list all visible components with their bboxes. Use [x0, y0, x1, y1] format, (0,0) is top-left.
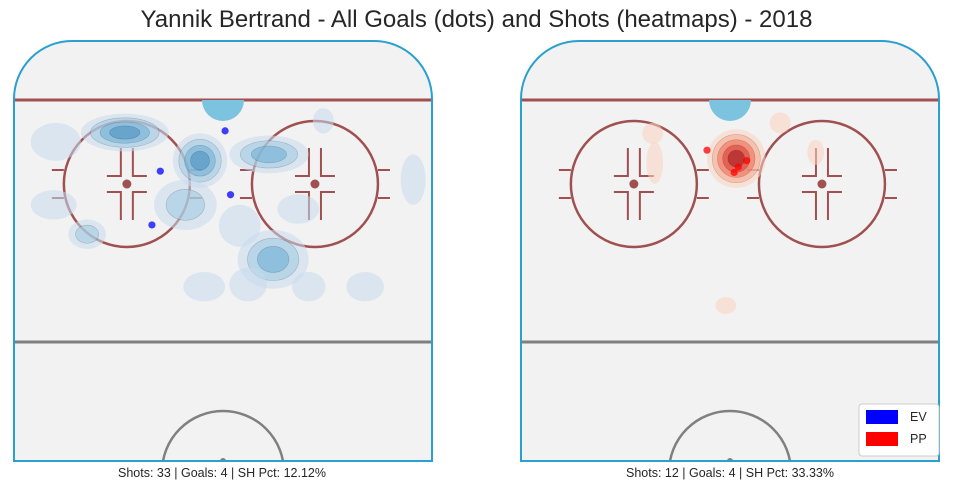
density-contour — [183, 272, 226, 302]
goal-crease — [709, 100, 751, 121]
goal-dot — [226, 191, 235, 199]
density-contour — [251, 145, 287, 164]
faceoff-dot — [817, 179, 827, 189]
goal-dot — [221, 127, 229, 135]
density-contour — [30, 190, 77, 220]
faceoff-dot — [310, 179, 320, 189]
faceoff-dot — [122, 179, 132, 189]
density-contour — [229, 267, 267, 302]
hash-mark — [319, 148, 335, 177]
rink-pp — [520, 40, 940, 462]
faceoff-dot — [629, 179, 639, 189]
goal-dot — [730, 168, 738, 177]
goal-crease — [202, 100, 244, 121]
goal-dot — [156, 167, 164, 175]
legend-label-pp: PP — [910, 432, 927, 446]
legend-swatch-ev — [866, 410, 898, 424]
legend-swatch-pp — [866, 432, 898, 446]
center-dot — [220, 458, 226, 461]
shot-heatmap-pp — [642, 112, 825, 314]
goal-dot — [734, 163, 742, 171]
center-circle — [160, 409, 286, 461]
hash-mark — [826, 191, 842, 220]
legend-label-ev: EV — [910, 410, 927, 424]
hash-mark — [106, 148, 122, 177]
legend: EV PP — [858, 403, 940, 457]
hash-mark — [826, 148, 842, 177]
hash-mark — [613, 191, 629, 220]
center-circle — [667, 409, 793, 461]
goal-dot — [743, 157, 751, 165]
hash-mark — [613, 148, 629, 177]
hash-mark — [294, 148, 310, 177]
caption-pp: Shots: 12 | Goals: 4 | SH Pct: 33.33% — [626, 466, 834, 480]
faceoff-circle — [569, 119, 699, 249]
density-contour — [277, 194, 320, 224]
hash-mark — [319, 191, 335, 220]
hash-mark — [801, 191, 817, 220]
density-contour — [190, 150, 210, 171]
hash-mark — [131, 191, 147, 220]
density-contour — [109, 125, 141, 140]
density-contour — [715, 297, 737, 314]
center-dot — [727, 458, 733, 461]
density-contour — [400, 154, 426, 205]
density-contour — [218, 204, 261, 247]
density-contour — [646, 141, 664, 184]
density-contour — [291, 272, 326, 302]
density-contour — [30, 122, 81, 161]
density-contour — [75, 224, 100, 244]
density-contour — [807, 139, 825, 165]
shot-heatmap-ev — [30, 108, 426, 302]
density-contour — [257, 246, 290, 273]
density-contour — [165, 188, 205, 221]
hash-mark — [131, 148, 147, 177]
hash-mark — [106, 191, 122, 220]
density-contour — [642, 122, 664, 144]
rink-markings — [14, 98, 432, 461]
rink-boards — [520, 40, 940, 462]
rink-markings — [521, 98, 939, 461]
density-contour — [346, 272, 384, 302]
goal-dot — [703, 146, 711, 154]
goal-dot — [148, 221, 156, 229]
faceoff-circle — [757, 119, 887, 249]
chart-title: Yannik Bertrand - All Goals (dots) and S… — [140, 6, 813, 33]
rink-boards — [13, 40, 433, 462]
hash-mark — [638, 191, 654, 220]
density-contour — [312, 108, 334, 134]
ice-surface — [521, 41, 939, 461]
rink-ev — [13, 40, 433, 462]
density-contour — [769, 112, 791, 134]
caption-ev: Shots: 33 | Goals: 4 | SH Pct: 12.12% — [118, 466, 326, 480]
